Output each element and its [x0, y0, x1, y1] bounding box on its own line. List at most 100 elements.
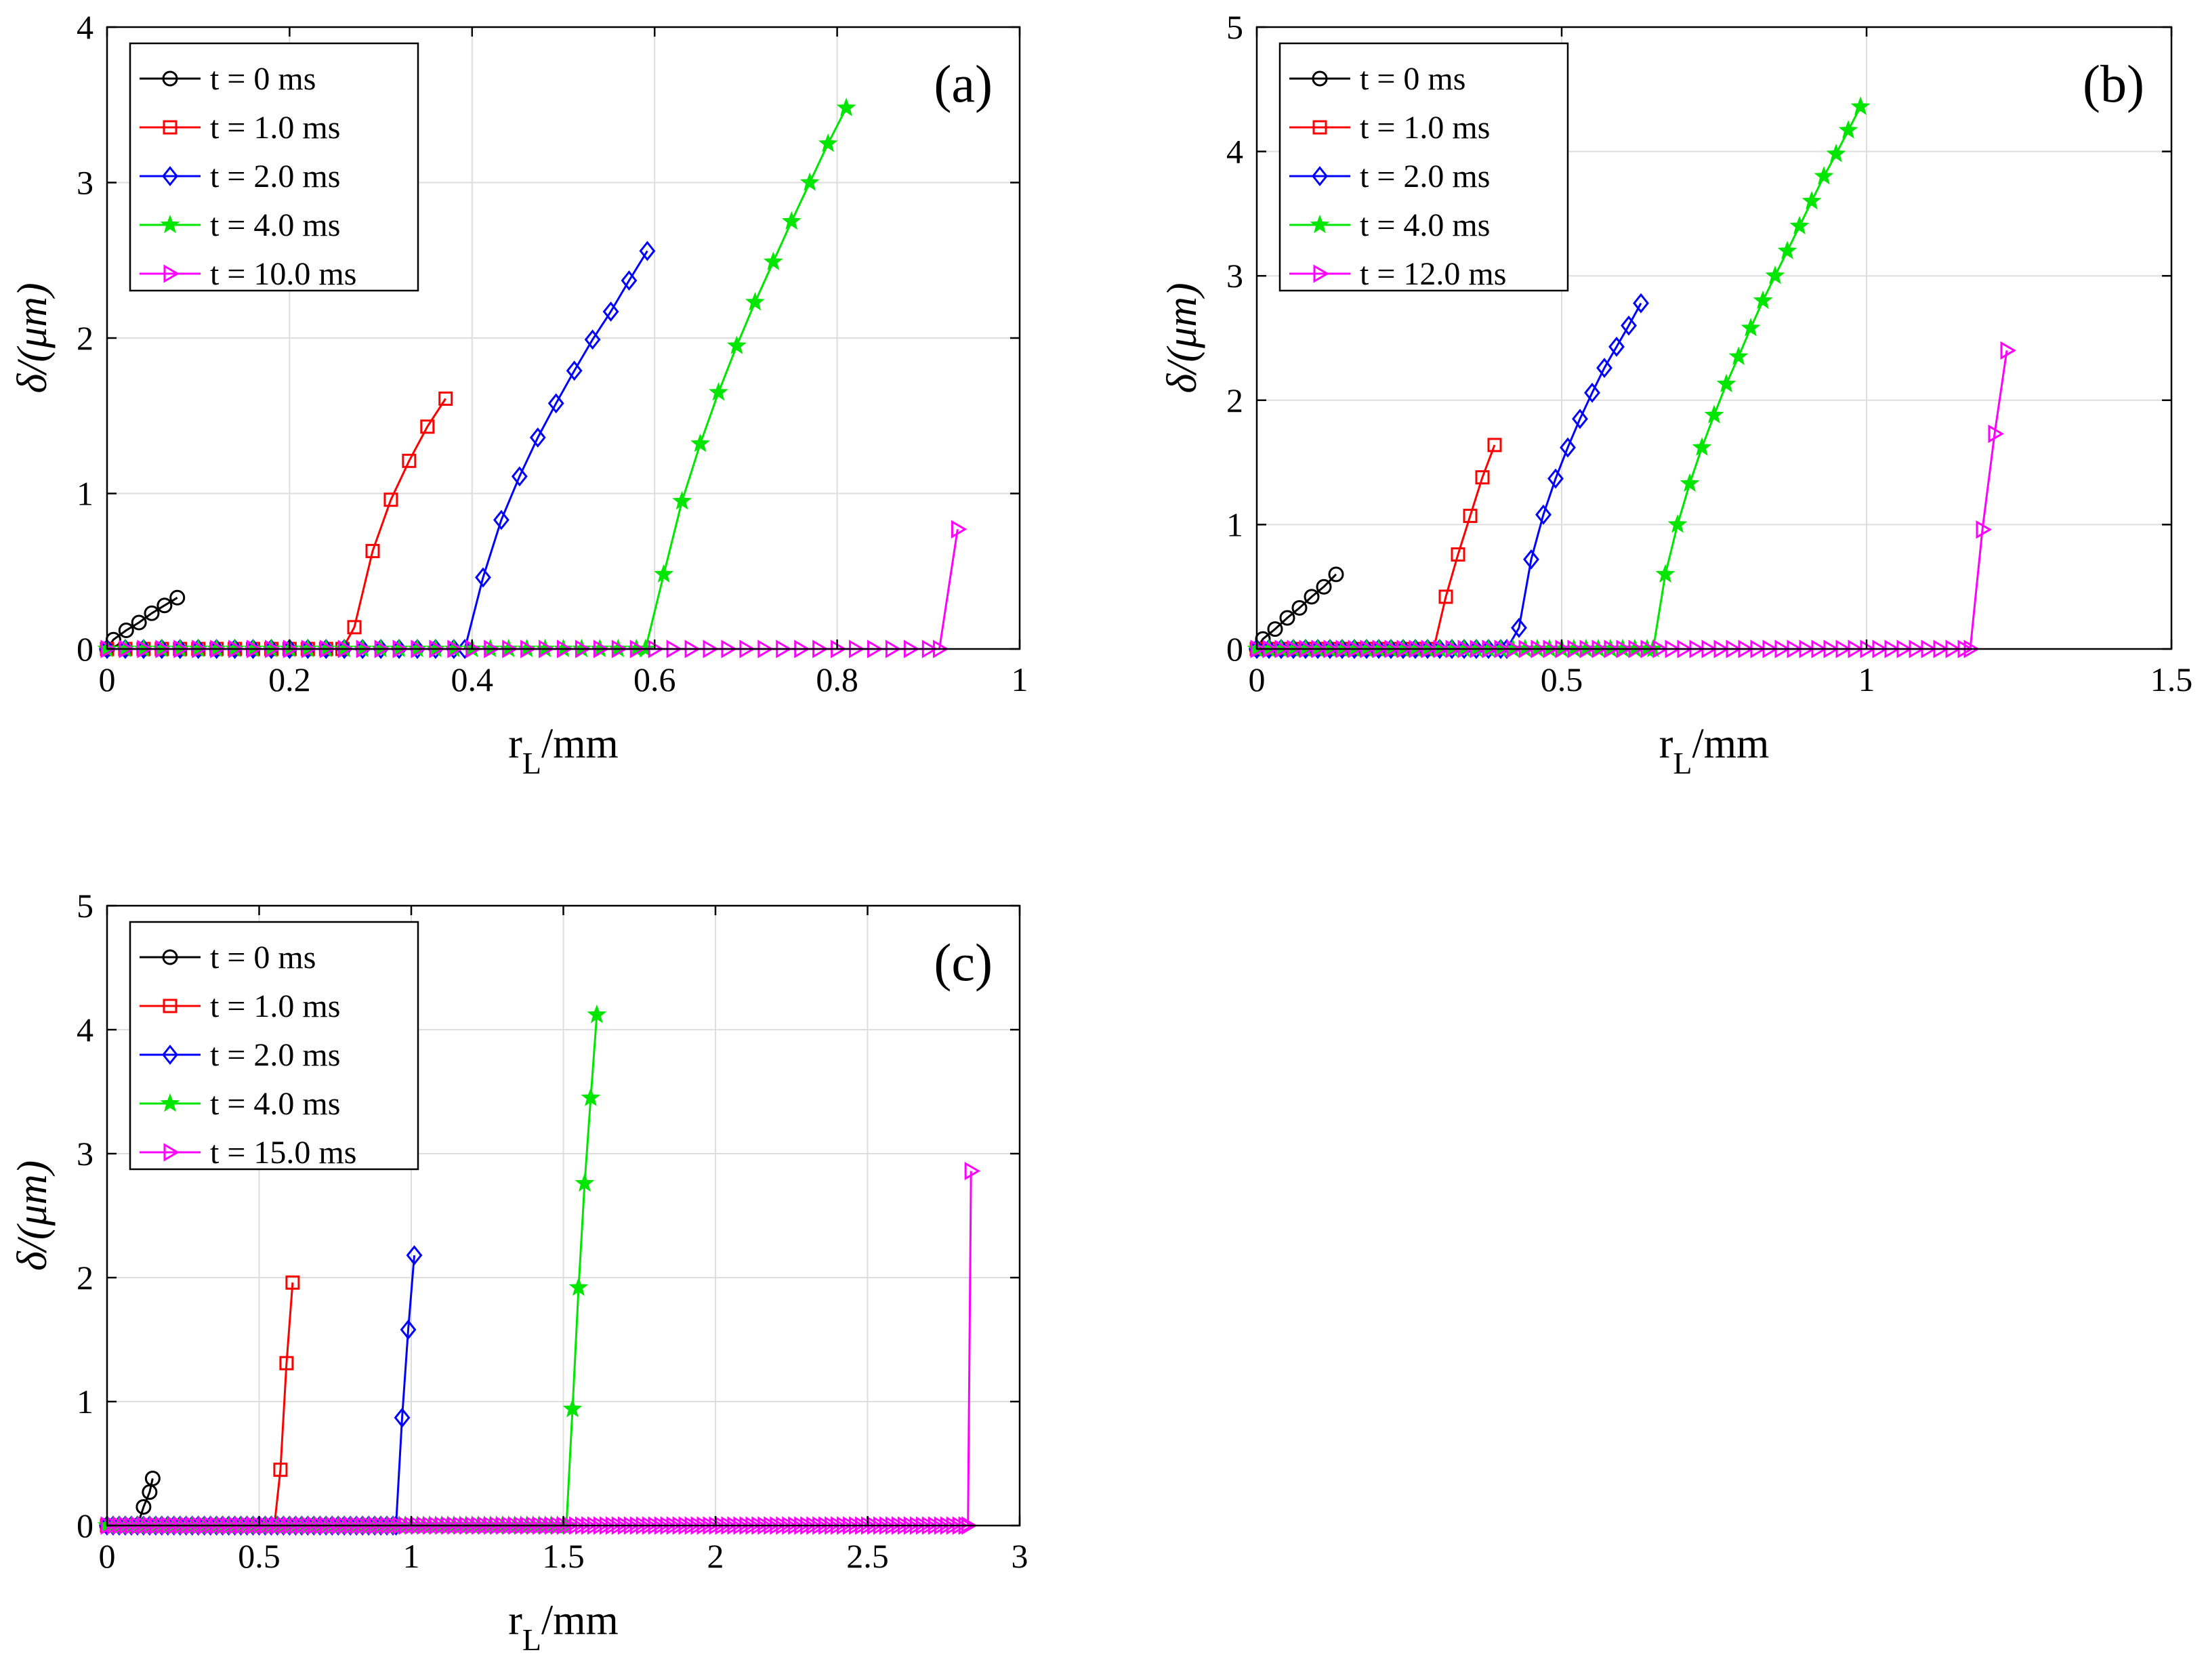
data-point: [475, 567, 491, 588]
data-point: [1728, 346, 1749, 365]
legend-entry: t = 2.0 ms: [140, 1037, 340, 1073]
legend-label: t = 0 ms: [210, 940, 316, 975]
baseline-point: [1250, 639, 1266, 658]
data-point: [1741, 318, 1761, 337]
y-tick-label: 2: [77, 319, 93, 357]
x-axis-label-unit: /mm: [541, 1597, 619, 1643]
x-axis-label: rL/mm: [508, 1597, 618, 1657]
x-tick-label: 2.5: [846, 1537, 889, 1575]
x-tick-label: 1.5: [542, 1537, 585, 1575]
data-point: [400, 1319, 417, 1340]
data-point: [1547, 468, 1564, 489]
data-point: [1560, 437, 1576, 458]
y-tick-label: 3: [77, 1135, 93, 1173]
legend-marker: [162, 166, 178, 186]
legend-marker: [162, 70, 178, 87]
data-point: [2000, 341, 2016, 360]
x-axis-label-sub: L: [1673, 746, 1692, 780]
data-point: [1328, 566, 1344, 583]
x-tick-label: 1: [1012, 660, 1028, 698]
data-point: [1304, 589, 1320, 605]
data-point: [1316, 579, 1332, 595]
data-point: [575, 1173, 595, 1192]
data-point: [1451, 547, 1465, 562]
y-tick-label: 4: [77, 8, 93, 46]
data-point: [587, 1004, 607, 1024]
y-tick-label: 1: [1226, 505, 1243, 543]
x-tick-label: 0: [1249, 660, 1266, 698]
legend-marker: [160, 214, 180, 234]
data-point: [157, 597, 173, 614]
series-line-2: [1257, 302, 1642, 650]
data-point: [602, 301, 619, 322]
legend-entry: t = 2.0 ms: [1289, 159, 1490, 194]
data-point: [1850, 96, 1871, 115]
legend-entry: t = 4.0 ms: [140, 1086, 340, 1122]
data-point: [566, 360, 583, 381]
data-point: [511, 466, 528, 487]
legend-entry: t = 12.0 ms: [1289, 256, 1506, 292]
legend-label: t = 2.0 ms: [1360, 159, 1490, 194]
data-point: [709, 382, 728, 401]
legend-entry: t = 4.0 ms: [140, 207, 340, 243]
data-point: [402, 453, 417, 468]
chart-panel-c: 0 0.5 1 1.5 2 2.5 3 0 1 2 3 4 5 rL/mm δ/(μm) (c) t = 0 m…: [9, 887, 1028, 1657]
x-tick-label: 0: [99, 1537, 116, 1575]
data-point: [581, 1087, 601, 1106]
legend-entry: t = 10.0 ms: [140, 256, 356, 292]
data-point: [394, 1407, 411, 1428]
legend-label: t = 2.0 ms: [210, 1037, 340, 1073]
data-point: [1838, 120, 1858, 139]
legend-marker: [1312, 120, 1327, 135]
legend-label: t = 0 ms: [210, 61, 316, 97]
legend-marker: [1313, 264, 1329, 283]
legend-box: [129, 42, 419, 292]
data-point: [1511, 617, 1527, 638]
legend-entry: t = 1.0 ms: [140, 988, 340, 1024]
x-axis-label-sub: L: [522, 746, 541, 780]
y-tick-label: 4: [77, 1011, 93, 1049]
data-point: [1789, 215, 1810, 235]
data-point: [347, 620, 362, 635]
legend-marker: [162, 1045, 178, 1065]
data-point: [951, 520, 967, 539]
panel-label: (c): [934, 933, 993, 992]
data-point: [621, 270, 638, 291]
data-point: [1667, 514, 1688, 533]
y-tick-label: 0: [1226, 630, 1243, 668]
legend-label: t = 2.0 ms: [210, 159, 340, 194]
data-point: [169, 589, 186, 606]
legend-label: t = 10.0 ms: [210, 256, 356, 292]
legend-marker: [1310, 214, 1330, 234]
legend-marker: [163, 1143, 180, 1162]
data-point: [799, 172, 820, 191]
chart-panel-a: 0 0.2 0.4 0.6 0.8 1 0 1 2 3 4 rL/mm δ/(μm) (a) t = 0 m…: [9, 8, 1028, 780]
y-tick-label: 3: [77, 164, 93, 202]
data-point: [672, 490, 692, 510]
data-point: [639, 240, 656, 261]
y-tick-label: 1: [77, 1383, 93, 1421]
x-axis-label-unit: /mm: [541, 721, 619, 767]
data-point: [1463, 509, 1478, 524]
baseline-point: [100, 639, 117, 658]
data-point: [118, 622, 134, 638]
y-tick-label: 0: [77, 1507, 93, 1545]
data-point: [420, 419, 435, 434]
data-point: [1680, 473, 1700, 492]
data-point: [1438, 589, 1453, 604]
x-tick-label: 0.2: [268, 660, 311, 698]
legend-entry: t = 1.0 ms: [1289, 110, 1490, 146]
data-point: [144, 605, 160, 621]
legend-entry: t = 4.0 ms: [1289, 207, 1490, 243]
legend-label: t = 12.0 ms: [1360, 256, 1506, 292]
data-point: [493, 509, 509, 530]
legend-entry: t = 15.0 ms: [140, 1135, 356, 1171]
x-axis-label-main: r: [508, 1597, 522, 1643]
data-point: [273, 1463, 288, 1477]
data-point: [438, 392, 453, 406]
y-tick-label: 1: [77, 475, 93, 513]
legend: t = 0 ms t = 1.0 ms t = 2.0 ms t = 4.0 ms t …: [129, 42, 419, 292]
legend-label: t = 1.0 ms: [210, 110, 340, 146]
panel-label: (a): [934, 54, 993, 113]
